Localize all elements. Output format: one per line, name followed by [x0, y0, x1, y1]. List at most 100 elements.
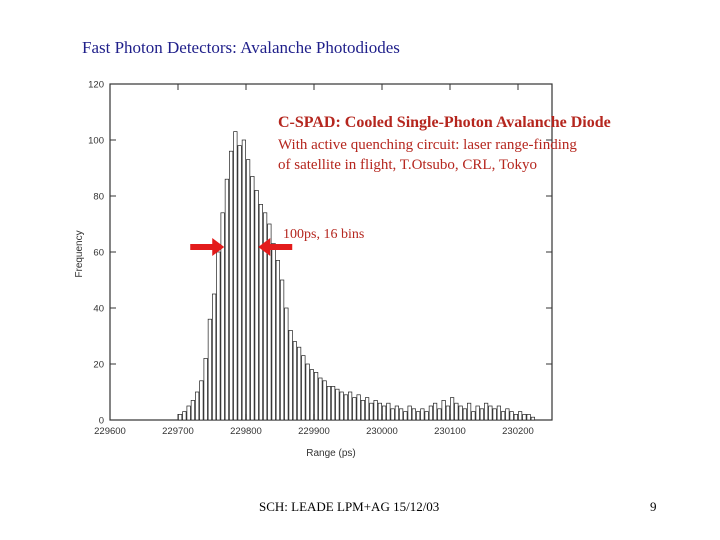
- y-tick-label: 0: [99, 416, 104, 427]
- histogram-bar: [322, 380, 327, 421]
- histogram-bar: [271, 243, 276, 421]
- histogram-bar: [314, 372, 319, 421]
- histogram-bar: [360, 400, 365, 421]
- histogram-bar: [526, 414, 531, 421]
- x-tick-label: 229600: [94, 426, 126, 437]
- histogram-bar: [186, 405, 191, 421]
- y-tick-label: 40: [93, 304, 104, 315]
- histogram-bar: [207, 318, 212, 421]
- histogram-bar: [394, 405, 399, 421]
- histogram-bar: [212, 293, 217, 421]
- histogram-bar: [365, 397, 370, 421]
- histogram-bar: [450, 397, 455, 421]
- x-tick-label: 230200: [502, 426, 534, 437]
- histogram-bar: [288, 330, 293, 421]
- histogram-bar: [522, 414, 527, 421]
- page-number: 9: [650, 499, 657, 514]
- histogram-bar: [199, 380, 204, 421]
- histogram-bar: [424, 411, 429, 421]
- histogram-bar: [309, 369, 314, 421]
- y-tick-label: 120: [88, 80, 104, 91]
- histogram-bar: [182, 411, 187, 421]
- histogram-bar: [454, 402, 459, 421]
- histogram-bar: [326, 386, 331, 421]
- histogram-bar: [352, 397, 357, 421]
- histogram-bar: [518, 411, 523, 421]
- y-axis-label: Frequency: [74, 230, 85, 277]
- histogram-bar: [505, 408, 510, 421]
- histogram-bar: [513, 414, 518, 421]
- x-tick-label: 229900: [298, 426, 330, 437]
- histogram-bar: [428, 405, 433, 421]
- histogram-bar: [229, 150, 234, 421]
- histogram-bar: [484, 402, 489, 421]
- histogram-bar: [254, 190, 259, 421]
- histogram-bar: [233, 131, 238, 421]
- histogram-bar: [373, 400, 378, 421]
- histogram-bar: [492, 408, 497, 421]
- histogram-chart: 0 20 40 60 80 100 120 229600 229700 229800 229900 2…: [74, 80, 553, 459]
- annotation-line2: of satellite in flight, T.Otsubo, CRL, T…: [278, 157, 537, 173]
- histogram-bar: [471, 411, 476, 421]
- y-tick-label: 20: [93, 360, 104, 371]
- histogram-bar: [224, 178, 229, 421]
- histogram-bar: [445, 405, 450, 421]
- histogram-bar: [390, 408, 395, 421]
- histogram-bar: [437, 408, 442, 421]
- fwhm-right-arrow: [258, 238, 293, 256]
- histogram-bar: [433, 402, 438, 421]
- histogram-bar: [488, 405, 493, 421]
- slide-title: Fast Photon Detectors: Avalanche Photodi…: [82, 38, 400, 57]
- histogram-bar: [403, 411, 408, 421]
- histogram-bar: [496, 405, 501, 421]
- plot-frame: [109, 83, 553, 421]
- y-tick-label: 100: [88, 136, 104, 147]
- histogram-bar: [501, 411, 506, 421]
- histogram-bar: [458, 405, 463, 421]
- histogram-bar: [441, 400, 446, 421]
- histogram-bar: [462, 408, 467, 421]
- histogram-bar: [195, 391, 200, 421]
- histogram-bar: [178, 414, 183, 421]
- histogram-bar: [386, 402, 391, 421]
- histogram-bar: [263, 212, 268, 421]
- histogram-bar: [203, 358, 208, 421]
- annotation-line1: With active quenching circuit: laser ran…: [278, 137, 577, 153]
- histogram-bar: [467, 402, 472, 421]
- histogram-bar: [479, 408, 484, 421]
- histogram-bar: [318, 377, 323, 421]
- histogram-bar: [356, 394, 361, 421]
- x-tick-label: 229700: [162, 426, 194, 437]
- histogram-bar: [411, 408, 416, 421]
- histogram-bar: [343, 394, 348, 421]
- x-tick-label: 230000: [366, 426, 398, 437]
- histogram-bar: [530, 416, 535, 421]
- fwhm-left-arrow: [190, 238, 225, 256]
- histogram-bar: [275, 260, 280, 421]
- histogram-bar: [216, 251, 221, 421]
- annotation-title: C-SPAD: Cooled Single-Photon Avalanche D…: [278, 114, 611, 131]
- x-tick-label: 229800: [230, 426, 262, 437]
- histogram-bar: [297, 346, 302, 421]
- histogram-bar: [416, 411, 421, 421]
- histogram-bar: [420, 408, 425, 421]
- x-tick-label: 230100: [434, 426, 466, 437]
- histogram-bar: [267, 223, 272, 421]
- histogram-bar: [348, 391, 353, 421]
- histogram-bar: [399, 408, 404, 421]
- histogram-bar: [237, 145, 242, 421]
- histogram-bar: [369, 402, 374, 421]
- histogram-bar: [407, 405, 412, 421]
- histogram-bar: [220, 212, 225, 421]
- histogram-bar: [382, 405, 387, 421]
- histogram-bar: [301, 355, 306, 421]
- bins-label: 100ps, 16 bins: [283, 227, 365, 242]
- x-axis-label: Range (ps): [306, 448, 355, 459]
- histogram-bar: [284, 307, 289, 421]
- histogram-bar: [475, 405, 480, 421]
- y-tick-label: 80: [93, 192, 104, 203]
- histogram-bar: [241, 139, 246, 421]
- histogram-bar: [190, 400, 195, 421]
- histogram-bar: [509, 411, 514, 421]
- footer-text: SCH: LEADE LPM+AG 15/12/03: [259, 499, 440, 514]
